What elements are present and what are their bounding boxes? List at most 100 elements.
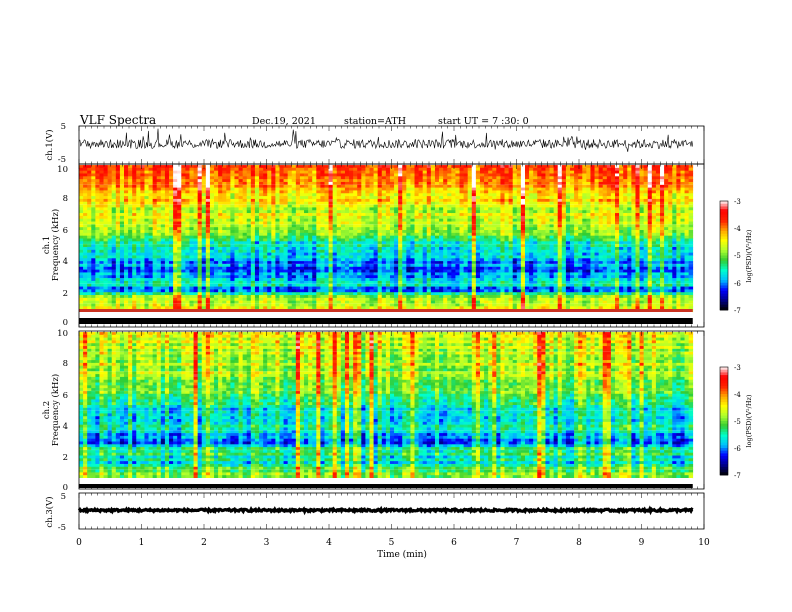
spec1-g-cell [455, 190, 460, 194]
spec1-g-cell [328, 283, 334, 287]
spec1-g-cell [406, 204, 411, 208]
spec1-g-cell [201, 258, 207, 262]
spec1-g-cell [353, 289, 358, 293]
spec1-g-cell [328, 196, 334, 200]
spec1-g-cell [447, 252, 452, 256]
spec1-g-cell [324, 210, 329, 214]
spec1-g-cell [349, 258, 354, 262]
spec1-g-cell [434, 227, 440, 231]
spec1-g-cell [316, 230, 321, 234]
spec1-g-cell [124, 173, 129, 177]
spec1-g-cell [234, 165, 239, 169]
spec1-g-cell [418, 272, 424, 276]
spec1-g-cell [254, 269, 260, 273]
spec1-g-cell [430, 303, 436, 307]
spec1-g-cell [201, 235, 207, 239]
spec1-g-cell [115, 261, 121, 265]
spec1-g-cell [439, 266, 444, 270]
spec1-g-cell [467, 283, 473, 287]
spec1-g-cell [402, 235, 407, 239]
spec1-g-cell [299, 272, 305, 276]
spec1-g-cell [136, 252, 141, 256]
spec1-g-cell [230, 232, 235, 237]
spec1-g-cell [95, 255, 100, 259]
spec1-g-cell [287, 297, 293, 302]
spec1-g-cell [467, 204, 473, 208]
spec1-g-cell [463, 283, 469, 287]
spec1-g-cell [361, 272, 366, 276]
spec1-g-cell [111, 167, 117, 172]
spec1-g-cell [365, 181, 370, 186]
spec1-g-cell [344, 227, 350, 231]
spec1-g-cell [119, 218, 125, 222]
spec1-g-cell [132, 187, 137, 191]
spec1-g-cell [426, 272, 432, 276]
spec1-g-cell [246, 218, 252, 222]
spec1-g-cell [267, 201, 272, 205]
spec1-g-cell [455, 249, 460, 253]
spec1-g-cell [455, 235, 460, 239]
spec1-g-cell [336, 235, 342, 239]
spec1-g-cell [181, 306, 186, 310]
spec1-g-cell [394, 289, 399, 293]
spec1-g-cell [246, 215, 252, 220]
spec1-g-cell [402, 286, 407, 290]
spec1-g-cell [103, 227, 108, 231]
spec1-g-cell [394, 266, 399, 270]
spec1-g-cell [455, 295, 460, 299]
spec1-g-cell [99, 286, 104, 290]
spec1-g-cell [443, 297, 448, 302]
spec1-g-cell [422, 246, 428, 251]
spec1-g-cell [459, 193, 464, 197]
spec1-g-cell [144, 232, 149, 237]
spec1-g-cell [209, 300, 215, 304]
spec1-g-cell [320, 187, 325, 191]
spec1-g-cell [222, 207, 227, 211]
spec1-g-cell [283, 218, 289, 222]
spec1-g-cell [398, 235, 403, 239]
spec1-g-cell [140, 224, 145, 228]
spec1-g-cell [238, 300, 244, 304]
spec1-g-cell [193, 184, 199, 188]
spec1-g-cell [136, 280, 141, 285]
spec1-g-cell [103, 292, 108, 296]
spec1-g-cell [230, 241, 235, 245]
spec1-g-cell [361, 303, 366, 307]
spec1-g-cell [344, 187, 350, 191]
spec1-g-cell [279, 176, 284, 180]
spec1-g-cell [369, 218, 374, 222]
spec1-g-cell [443, 238, 448, 242]
spec1-g-cell [218, 263, 223, 268]
spec1-g-cell [156, 252, 162, 256]
spec1-g-cell [439, 232, 444, 237]
spec1-g-cell [349, 196, 354, 200]
spec1-g-cell [353, 232, 358, 237]
spec1-g-cell [430, 201, 436, 205]
spec1-g-cell [295, 198, 301, 203]
spec1-g-cell [214, 280, 219, 285]
spec1-g-cell [316, 187, 321, 191]
spec1-g-cell [443, 179, 448, 183]
spec1-g-cell [312, 187, 317, 191]
spec1-g-cell [226, 187, 231, 191]
spec1-g-cell [385, 280, 391, 285]
spec1-g-cell [324, 190, 329, 194]
spec1-g-cell [467, 196, 473, 200]
spec1-g-cell [373, 292, 379, 296]
spec1-g-cell [312, 258, 317, 262]
spec1-g-cell [103, 221, 108, 225]
spec1-g-cell [128, 249, 133, 253]
spec1-g-cell [197, 230, 203, 234]
spec1-g-cell [115, 173, 121, 177]
spec1-g-cell [283, 297, 289, 302]
spec1-g-cell [242, 221, 248, 225]
spec1-g-cell [283, 181, 289, 186]
spec1-g-cell [242, 193, 248, 197]
spec1-g-cell [295, 210, 301, 214]
spec1-g-cell [193, 297, 199, 302]
spec1-g-cell [316, 261, 321, 265]
spec1-g-cell [308, 241, 313, 245]
spec1-g-cell [414, 246, 419, 251]
spec1-g-cell [316, 306, 321, 310]
spec1-g-cell [373, 252, 379, 256]
